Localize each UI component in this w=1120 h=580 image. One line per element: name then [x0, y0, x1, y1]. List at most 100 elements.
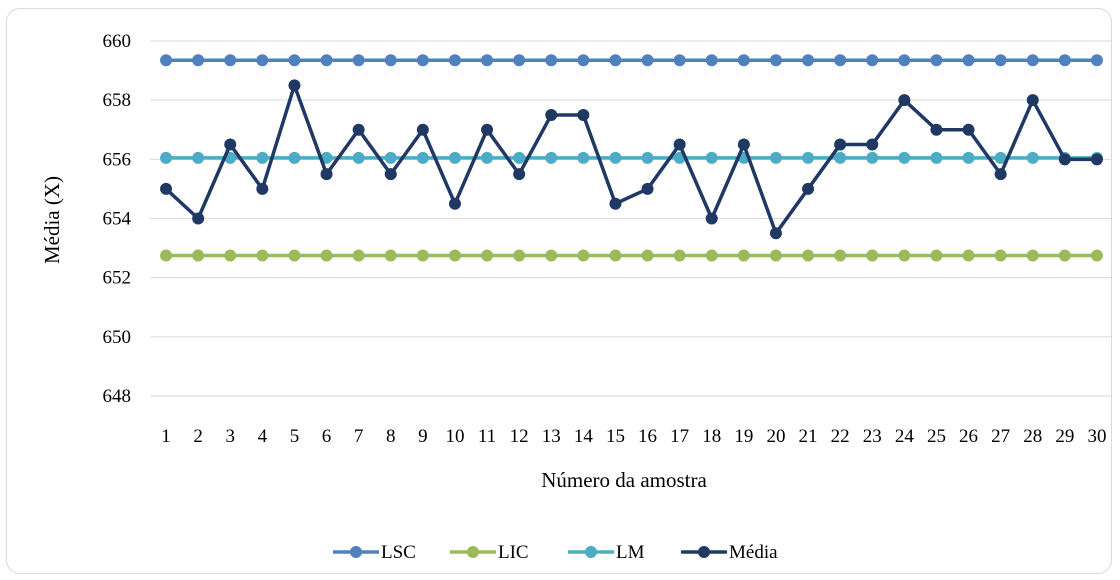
legend-label: LIC	[498, 542, 529, 563]
legend-item-lsc: LSC	[333, 542, 416, 563]
data-point-lm	[577, 151, 590, 164]
data-point-lic	[737, 249, 750, 262]
x-tick-label: 13	[542, 426, 561, 447]
x-axis-tick-labels: 1 2 3 4 5 6 7 8 9 10 11 12 13 14 15 16 17 18 19 20 21 22 23 24 2…	[161, 426, 1106, 447]
data-point-lm	[641, 151, 654, 164]
x-tick-label: 11	[478, 426, 496, 447]
data-point-lsc	[577, 54, 590, 67]
data-point-m-dia	[481, 123, 494, 136]
y-tick-label: 654	[103, 209, 132, 230]
data-point-lic	[673, 249, 686, 262]
x-tick-label: 30	[1087, 426, 1106, 447]
data-point-lm	[705, 151, 718, 164]
data-point-lsc	[705, 54, 718, 67]
x-tick-label: 29	[1055, 426, 1074, 447]
data-point-m-dia	[866, 138, 879, 151]
data-point-lm	[834, 151, 847, 164]
x-tick-label: 19	[734, 426, 753, 447]
data-point-lsc	[769, 54, 782, 67]
data-point-m-dia	[256, 182, 269, 195]
data-point-lic	[962, 249, 975, 262]
legend-label: Média	[729, 542, 778, 563]
data-point-lsc	[256, 54, 269, 67]
data-point-lic	[705, 249, 718, 262]
data-point-lsc	[192, 54, 205, 67]
x-tick-label: 9	[418, 426, 428, 447]
data-point-lic	[545, 249, 558, 262]
data-point-lm	[994, 151, 1007, 164]
data-point-lsc	[866, 54, 879, 67]
data-point-lsc	[737, 54, 750, 67]
x-tick-label: 5	[290, 426, 300, 447]
legend-marker	[350, 546, 362, 558]
x-tick-label: 21	[799, 426, 818, 447]
data-point-m-dia	[545, 108, 558, 121]
data-point-lic	[192, 249, 205, 262]
data-point-lic	[769, 249, 782, 262]
data-point-lsc	[962, 54, 975, 67]
data-point-lic	[1090, 249, 1103, 262]
x-tick-label: 12	[510, 426, 529, 447]
data-point-lic	[384, 249, 397, 262]
data-point-lsc	[1026, 54, 1039, 67]
data-point-lm	[384, 151, 397, 164]
x-tick-label: 26	[959, 426, 978, 447]
data-point-m-dia	[705, 212, 718, 225]
data-point-m-dia	[769, 227, 782, 240]
data-point-lsc	[1058, 54, 1071, 67]
data-point-lic	[866, 249, 879, 262]
data-point-lsc	[384, 54, 397, 67]
legend-item-lm: LM	[568, 542, 645, 563]
data-point-lsc	[288, 54, 301, 67]
data-point-m-dia	[641, 182, 654, 195]
data-point-lic	[802, 249, 815, 262]
data-point-lm	[416, 151, 429, 164]
x-tick-label: 8	[386, 426, 396, 447]
data-point-lsc	[481, 54, 494, 67]
data-point-m-dia	[1026, 94, 1039, 107]
data-point-lic	[641, 249, 654, 262]
data-point-m-dia	[320, 168, 333, 181]
x-tick-label: 27	[991, 426, 1010, 447]
x-tick-label: 1	[161, 426, 171, 447]
data-point-lic	[898, 249, 911, 262]
data-point-lsc	[1090, 54, 1103, 67]
data-point-m-dia	[384, 168, 397, 181]
x-tick-label: 2	[193, 426, 203, 447]
y-tick-label: 650	[103, 327, 132, 348]
x-tick-label: 24	[895, 426, 915, 447]
x-tick-label: 10	[445, 426, 464, 447]
x-tick-label: 14	[574, 426, 594, 447]
data-point-m-dia	[1090, 153, 1103, 166]
x-tick-label: 20	[766, 426, 785, 447]
data-point-lsc	[545, 54, 558, 67]
data-point-m-dia	[577, 108, 590, 121]
data-point-lsc	[930, 54, 943, 67]
x-tick-label: 22	[831, 426, 850, 447]
y-axis-title: Média (X)	[40, 176, 64, 264]
data-point-m-dia	[1058, 153, 1071, 166]
data-point-lm	[609, 151, 622, 164]
data-point-m-dia	[898, 94, 911, 107]
data-point-m-dia	[352, 123, 365, 136]
x-tick-label: 16	[638, 426, 657, 447]
data-point-lsc	[609, 54, 622, 67]
data-point-lm	[898, 151, 911, 164]
data-point-lm	[288, 151, 301, 164]
data-point-lm	[352, 151, 365, 164]
data-point-lic	[609, 249, 622, 262]
legend-label: LM	[616, 542, 645, 563]
data-point-lm	[1026, 151, 1039, 164]
data-point-lsc	[994, 54, 1007, 67]
data-point-lm	[545, 151, 558, 164]
data-point-lm	[160, 151, 173, 164]
legend-marker	[467, 546, 479, 558]
data-point-m-dia	[834, 138, 847, 151]
legend-marker	[698, 546, 710, 558]
data-point-lic	[352, 249, 365, 262]
data-point-lm	[930, 151, 943, 164]
data-point-lic	[481, 249, 494, 262]
data-point-lm	[802, 151, 815, 164]
x-tick-label: 6	[322, 426, 332, 447]
